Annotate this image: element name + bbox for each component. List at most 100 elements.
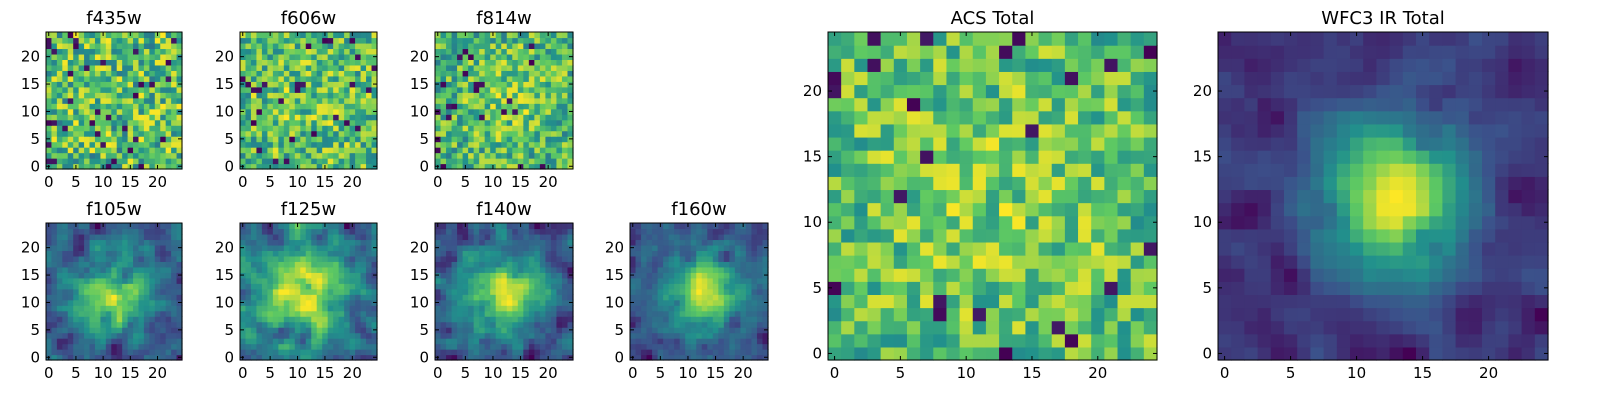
heatmap-cell bbox=[300, 239, 307, 246]
heatmap-cell bbox=[366, 294, 373, 301]
heatmap-cell bbox=[360, 223, 367, 230]
heatmap-cell bbox=[111, 223, 118, 230]
heatmap-cell bbox=[528, 147, 535, 154]
heatmap-cell bbox=[435, 42, 442, 50]
heatmap-cell bbox=[745, 244, 753, 251]
heatmap-cell bbox=[893, 281, 908, 295]
heatmap-cell bbox=[138, 244, 145, 251]
heatmap-cell bbox=[729, 244, 736, 251]
heatmap-cell bbox=[495, 266, 502, 273]
heatmap-cell bbox=[89, 64, 96, 71]
heatmap-cell bbox=[495, 108, 502, 115]
heatmap-cell bbox=[305, 59, 312, 66]
heatmap-cell bbox=[490, 272, 497, 279]
heatmap-cell bbox=[67, 233, 74, 241]
heatmap-cell bbox=[256, 239, 263, 246]
x-tick-label: 5 bbox=[461, 364, 471, 382]
heatmap-cell bbox=[534, 92, 541, 99]
x-tick-label: 0 bbox=[238, 364, 248, 382]
heatmap-cell bbox=[311, 332, 318, 339]
heatmap-cell bbox=[512, 158, 519, 165]
heatmap-cell bbox=[149, 81, 156, 88]
heatmap-cell bbox=[256, 277, 263, 284]
heatmap-cell bbox=[160, 316, 167, 323]
heatmap-cell bbox=[355, 338, 362, 345]
heatmap-cell bbox=[67, 108, 74, 115]
heatmap-cell bbox=[668, 244, 675, 251]
heatmap-cell bbox=[517, 255, 524, 262]
heatmap-cell bbox=[294, 108, 301, 115]
heatmap-cell bbox=[267, 81, 274, 88]
heatmap-cell bbox=[89, 152, 96, 159]
heatmap-cell bbox=[245, 42, 252, 50]
heatmap-cell bbox=[734, 294, 741, 301]
heatmap-cell bbox=[495, 92, 502, 99]
heatmap-cell bbox=[561, 343, 569, 350]
heatmap-cell bbox=[440, 125, 447, 132]
heatmap-cell bbox=[278, 305, 285, 312]
heatmap-cell bbox=[972, 346, 987, 361]
heatmap-cell bbox=[133, 53, 140, 60]
heatmap-cell bbox=[556, 92, 563, 99]
heatmap-cell bbox=[740, 338, 747, 345]
heatmap-cell bbox=[668, 277, 675, 284]
heatmap-cell bbox=[122, 103, 129, 110]
heatmap-cell bbox=[171, 338, 178, 345]
heatmap-cell bbox=[1025, 215, 1040, 230]
heatmap-cell bbox=[176, 42, 183, 50]
heatmap-cell bbox=[556, 163, 563, 170]
heatmap-cell bbox=[920, 294, 934, 309]
heatmap-cell bbox=[73, 97, 80, 104]
heatmap-cell bbox=[652, 349, 659, 356]
heatmap-cell bbox=[446, 114, 453, 121]
heatmap-cell bbox=[674, 332, 681, 339]
heatmap-cell bbox=[517, 42, 524, 50]
heatmap-cell bbox=[316, 244, 323, 251]
heatmap-cell bbox=[143, 163, 150, 170]
heatmap-cell bbox=[300, 108, 307, 115]
heatmap-cell bbox=[46, 64, 53, 71]
heatmap-cell bbox=[171, 261, 178, 268]
heatmap-cell bbox=[734, 338, 741, 345]
heatmap-cell bbox=[138, 152, 145, 159]
heatmap-cell bbox=[56, 48, 63, 55]
heatmap-cell bbox=[490, 239, 497, 246]
heatmap-cell bbox=[756, 343, 764, 350]
heatmap-cell bbox=[105, 332, 112, 339]
heatmap-cell bbox=[1104, 268, 1119, 282]
heatmap-cell bbox=[635, 294, 642, 301]
heatmap-cell bbox=[73, 42, 80, 50]
heatmap-cell bbox=[294, 343, 301, 350]
heatmap-cell bbox=[67, 163, 74, 170]
heatmap-cell bbox=[89, 244, 96, 251]
heatmap-cell bbox=[517, 48, 524, 55]
heatmap-cell bbox=[440, 32, 447, 39]
heatmap-cell bbox=[160, 299, 167, 306]
heatmap-cell bbox=[690, 223, 697, 230]
heatmap-cell bbox=[712, 250, 719, 257]
heatmap-cell bbox=[701, 299, 708, 306]
heatmap-cell bbox=[690, 244, 697, 251]
heatmap-cell bbox=[133, 343, 140, 350]
heatmap-cell bbox=[740, 305, 747, 312]
heatmap-cell bbox=[100, 244, 107, 251]
heatmap-cell bbox=[122, 244, 129, 251]
heatmap-cell bbox=[245, 136, 252, 143]
heatmap-cell bbox=[999, 307, 1013, 322]
heatmap-cell bbox=[62, 288, 69, 295]
heatmap-cell bbox=[171, 294, 178, 301]
heatmap-cell bbox=[366, 354, 373, 361]
heatmap-cell bbox=[473, 223, 480, 230]
heatmap-cell bbox=[267, 75, 274, 82]
heatmap-cell bbox=[73, 239, 80, 246]
heatmap-cell bbox=[985, 176, 1000, 191]
heatmap-cell bbox=[550, 48, 558, 55]
heatmap-cell bbox=[84, 272, 91, 279]
heatmap-cell bbox=[506, 349, 513, 356]
heatmap-cell bbox=[245, 310, 252, 317]
heatmap-cell bbox=[294, 299, 301, 306]
heatmap-cell bbox=[506, 316, 513, 323]
heatmap-cell bbox=[272, 255, 279, 262]
heatmap-cell bbox=[165, 233, 172, 241]
heatmap-cell bbox=[451, 277, 458, 284]
